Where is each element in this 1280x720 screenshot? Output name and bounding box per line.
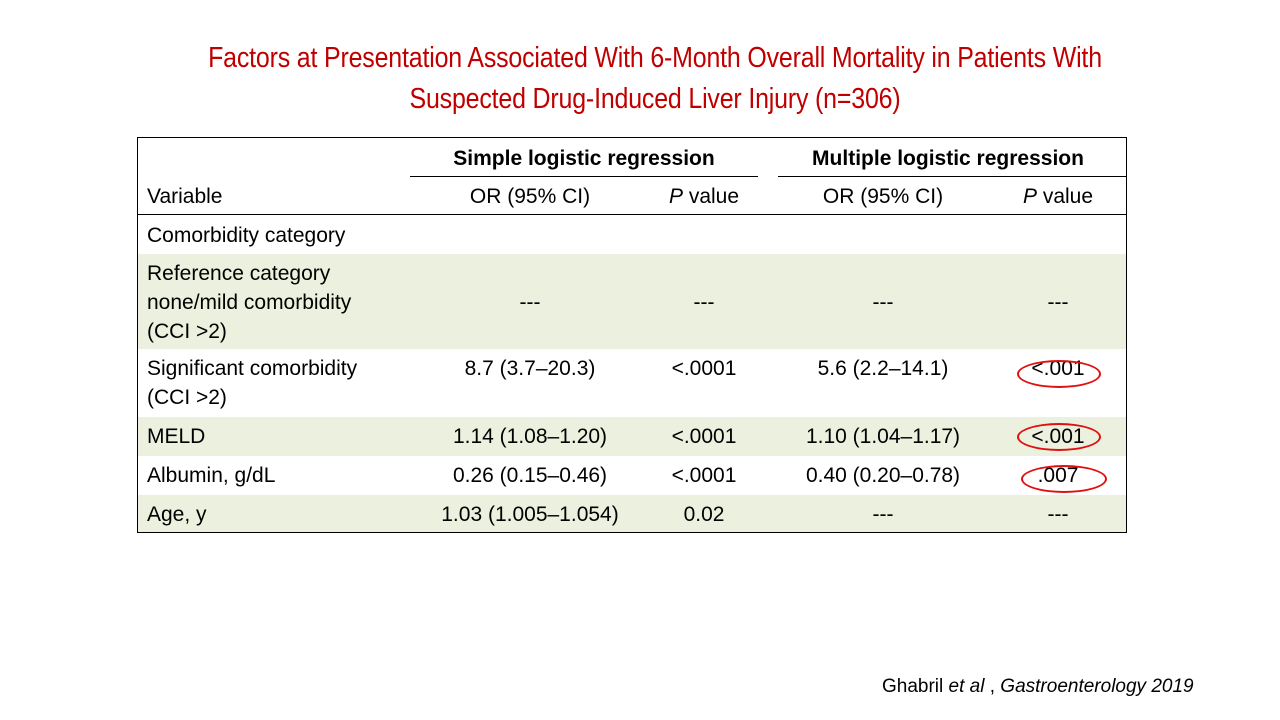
citation-etal: et al [948, 676, 985, 697]
table-row: Comorbidity category [138, 215, 1126, 254]
group-header-multiple: Multiple logistic regression [812, 147, 1084, 170]
cell-p-simple: 0.02 [683, 503, 725, 526]
cell-or-simple: 1.14 (1.08–1.20) [452, 425, 608, 448]
header-divider [138, 214, 1126, 215]
cell-or-simple: 8.7 (3.7–20.3) [464, 357, 596, 380]
title-line-2: Suspected Drug-Induced Liver Injury (n=3… [409, 83, 901, 115]
table-row: Significant comorbidity (CCI >2) 8.7 (3.… [138, 349, 1126, 417]
p-value-text: value [682, 185, 740, 208]
row-variable: Comorbidity category [147, 224, 346, 247]
row-variable-line: (CCI >2) [147, 386, 227, 409]
p-italic: P [668, 185, 683, 208]
p-italic: P [1022, 185, 1037, 208]
cell-or-simple: 1.03 (1.005–1.054) [441, 503, 619, 526]
table-row: Reference category none/mild comorbidity… [138, 254, 1126, 349]
row-variable: Significant comorbidity (CCI >2) [147, 354, 402, 412]
column-header-p-multiple: P value [998, 182, 1118, 211]
row-variable-line: Reference category [147, 262, 331, 285]
slide-title: Factors at Presentation Associated With … [178, 38, 1133, 120]
highlight-oval [1017, 423, 1101, 451]
row-variable-line: none/mild comorbidity [147, 291, 352, 314]
column-header-row: Variable OR (95% CI) P value OR (95% CI)… [138, 182, 1126, 214]
cell-or-simple: 0.26 (0.15–0.46) [452, 464, 608, 487]
table-row: Age, y 1.03 (1.005–1.054) 0.02 --- --- [138, 495, 1126, 532]
citation-journal: Gastroenterology 2019 [1000, 676, 1194, 697]
citation-sep: , [984, 676, 1001, 697]
cell-or-multiple: --- [872, 291, 894, 314]
group-header-simple: Simple logistic regression [453, 147, 715, 170]
row-variable-line: (CCI >2) [147, 320, 227, 343]
cell-p-simple: --- [693, 291, 715, 314]
row-variable: Age, y [147, 503, 207, 526]
table-row: Albumin, g/dL 0.26 (0.15–0.46) <.0001 0.… [138, 456, 1126, 495]
column-header-or-multiple: OR (95% CI) [822, 185, 944, 208]
row-variable-line: Significant comorbidity [147, 357, 358, 380]
cell-or-multiple: 1.10 (1.04–1.17) [805, 425, 961, 448]
column-header-variable: Variable [147, 185, 223, 208]
cell-p-multiple: --- [1047, 291, 1069, 314]
row-variable: Reference category none/mild comorbidity… [147, 259, 402, 346]
group-rule-multiple [778, 176, 1126, 177]
p-value-text: value [1036, 185, 1094, 208]
citation-author: Ghabril [882, 676, 949, 697]
cell-p-simple: <.0001 [671, 357, 737, 380]
cell-or-multiple: 0.40 (0.20–0.78) [805, 464, 961, 487]
highlight-oval [1017, 360, 1101, 388]
cell-p-multiple: --- [1047, 503, 1069, 526]
row-variable: MELD [147, 425, 206, 448]
column-header-p-simple: P value [650, 182, 758, 211]
cell-or-multiple: 5.6 (2.2–14.1) [817, 357, 949, 380]
group-rule-simple [410, 176, 758, 177]
title-line-1: Factors at Presentation Associated With … [208, 42, 1102, 74]
cell-p-simple: <.0001 [671, 464, 737, 487]
regression-table: Simple logistic regression Multiple logi… [137, 137, 1127, 533]
highlight-oval [1021, 465, 1107, 493]
table-row: MELD 1.14 (1.08–1.20) <.0001 1.10 (1.04–… [138, 417, 1126, 456]
citation: Ghabril et al , Gastroenterology 2019 [882, 674, 1194, 700]
column-header-or-simple: OR (95% CI) [469, 185, 591, 208]
cell-p-simple: <.0001 [671, 425, 737, 448]
cell-or-simple: --- [519, 291, 541, 314]
row-variable: Albumin, g/dL [147, 464, 276, 487]
cell-or-multiple: --- [872, 503, 894, 526]
